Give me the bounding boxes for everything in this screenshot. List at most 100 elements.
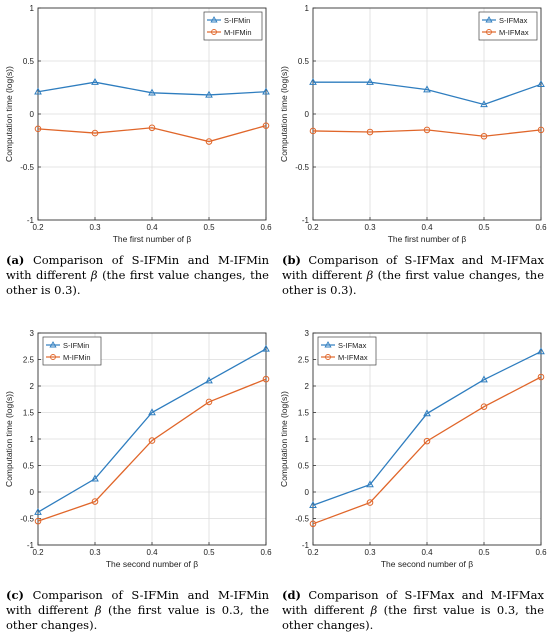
y-tick-label: 1.5 <box>23 409 35 418</box>
chart-panel-c: 0.2 0.3 0.4 0.5 0.6 -1 -0.5 0 0.5 1 1.5 2 2.5 3 The se… <box>0 325 275 575</box>
legend-marker-triangle <box>485 16 493 23</box>
data-point-circle <box>205 398 213 406</box>
caption-text: Comparison of S-IFMax and M-IFMax with d… <box>282 253 544 282</box>
data-point-triangle <box>366 77 374 85</box>
x-tick-label: 0.6 <box>260 548 272 557</box>
caption-d: (d) Comparison of S-IFMax and M-IFMax wi… <box>282 588 544 633</box>
caption-b: (b) Comparison of S-IFMax and M-IFMax wi… <box>282 253 544 298</box>
legend-marker-circle <box>211 29 217 35</box>
caption-letter: (d) <box>282 588 301 602</box>
y-tick-label: -1 <box>27 216 35 225</box>
data-point-circle <box>366 499 374 506</box>
chart-d: 0.2 0.3 0.4 0.5 0.6 -1 -0.5 0 0.5 1 1.5 2 2.5 3 The se… <box>279 329 547 569</box>
caption-text: Comparison of S-IFMin and M-IFMin with d… <box>6 253 270 282</box>
series-line <box>37 81 267 96</box>
data-point-triangle <box>148 408 156 416</box>
legend: S-IFMax M-IFMax <box>317 336 377 366</box>
data-point-circle <box>91 498 99 505</box>
x-axis-label: The second number of β <box>381 559 473 569</box>
series-line <box>312 376 542 525</box>
data-point-triangle <box>366 480 374 488</box>
legend-marker-triangle <box>49 341 57 348</box>
x-tick-label: 0.4 <box>421 223 433 232</box>
legend-marker-circle <box>50 354 56 360</box>
plot-frame <box>312 7 542 221</box>
series-line <box>312 129 542 137</box>
y-tick-label: -0.5 <box>20 163 34 172</box>
caption-symbol: β <box>94 603 102 617</box>
data-point-circle <box>366 128 374 136</box>
caption-letter: (a) <box>6 253 25 267</box>
x-tick-label: 0.5 <box>203 223 215 232</box>
legend: S-IFMax M-IFMax <box>478 11 538 41</box>
caption-text: (the first value is 0.3, the other chang… <box>6 603 269 632</box>
data-point-circle <box>537 126 545 134</box>
x-tick-label: 0.4 <box>146 223 158 232</box>
x-tick-label: 0.6 <box>260 223 272 232</box>
data-point-triangle <box>480 100 488 108</box>
y-tick-label: 0 <box>305 110 310 119</box>
data-point-circle <box>537 373 545 381</box>
caption-a: (a) Comparison of S-IFMin and M-IFMin wi… <box>6 253 269 298</box>
caption-text: (the first value changes, the other is 0… <box>282 268 544 297</box>
x-tick-label: 0.2 <box>32 548 44 557</box>
y-tick-label: -1 <box>302 216 310 225</box>
legend-marker-circle <box>486 29 492 35</box>
data-point-triangle <box>148 88 156 96</box>
legend-label: S-IFMin <box>224 16 250 25</box>
y-axis-label: Computation time (log(s)) <box>279 391 289 487</box>
series-line <box>37 125 267 143</box>
data-point-triangle <box>262 87 270 95</box>
chart-a: 0.2 0.3 0.4 0.5 0.6 -1 -0.5 0 0.5 1 The first numb… <box>4 4 272 244</box>
y-tick-label: 2 <box>305 382 310 391</box>
data-point-triangle <box>91 77 99 85</box>
x-tick-label: 0.4 <box>146 548 158 557</box>
data-point-circle <box>91 129 99 137</box>
x-tick-label: 0.2 <box>32 223 44 232</box>
x-tick-label: 0.2 <box>307 548 319 557</box>
caption-text: Comparison of S-IFMin and M-IFMin with d… <box>6 588 269 617</box>
x-tick-label: 0.2 <box>307 223 319 232</box>
y-tick-label: -0.5 <box>295 163 309 172</box>
data-point-circle <box>262 122 270 129</box>
x-axis-label: The first number of β <box>113 234 192 244</box>
x-tick-label: 0.3 <box>89 223 101 232</box>
data-point-triangle <box>309 501 317 508</box>
data-point-circle <box>480 403 488 410</box>
y-tick-label: -1 <box>27 541 35 550</box>
data-point-circle <box>148 437 156 444</box>
data-point-circle <box>34 125 42 133</box>
legend-marker-circle <box>325 354 331 360</box>
x-tick-label: 0.5 <box>478 223 490 232</box>
legend-marker-triangle <box>324 341 332 348</box>
data-point-triangle <box>537 80 545 88</box>
data-point-triangle <box>480 375 488 383</box>
plot-frame <box>312 332 542 546</box>
legend-label: S-IFMax <box>338 341 367 350</box>
caption-text: Comparison of S-IFMax and M-IFMax with d… <box>282 588 544 617</box>
legend-box <box>317 336 377 366</box>
x-tick-label: 0.5 <box>203 548 215 557</box>
data-point-circle <box>423 437 431 445</box>
x-tick-label: 0.6 <box>535 223 547 232</box>
caption-letter: (c) <box>6 588 24 602</box>
data-point-triangle <box>205 90 213 98</box>
series-line <box>313 81 542 106</box>
data-point-triangle <box>91 474 99 482</box>
y-tick-label: 0.5 <box>23 462 35 471</box>
data-point-triangle <box>309 77 317 85</box>
legend-label: S-IFMax <box>499 16 528 25</box>
data-point-triangle <box>423 409 431 417</box>
data-point-circle <box>309 520 317 528</box>
y-tick-label: 0 <box>30 110 35 119</box>
y-tick-label: -1 <box>302 541 310 550</box>
legend-label: M-IFMin <box>224 28 252 37</box>
y-tick-label: 1 <box>305 435 310 444</box>
y-tick-label: 0.5 <box>23 57 35 66</box>
data-point-circle <box>423 126 431 134</box>
data-point-triangle <box>34 507 42 515</box>
y-tick-label: 0.5 <box>298 462 310 471</box>
data-point-circle <box>480 132 488 140</box>
y-tick-label: 1.5 <box>298 409 310 418</box>
legend-label: S-IFMin <box>63 341 89 350</box>
